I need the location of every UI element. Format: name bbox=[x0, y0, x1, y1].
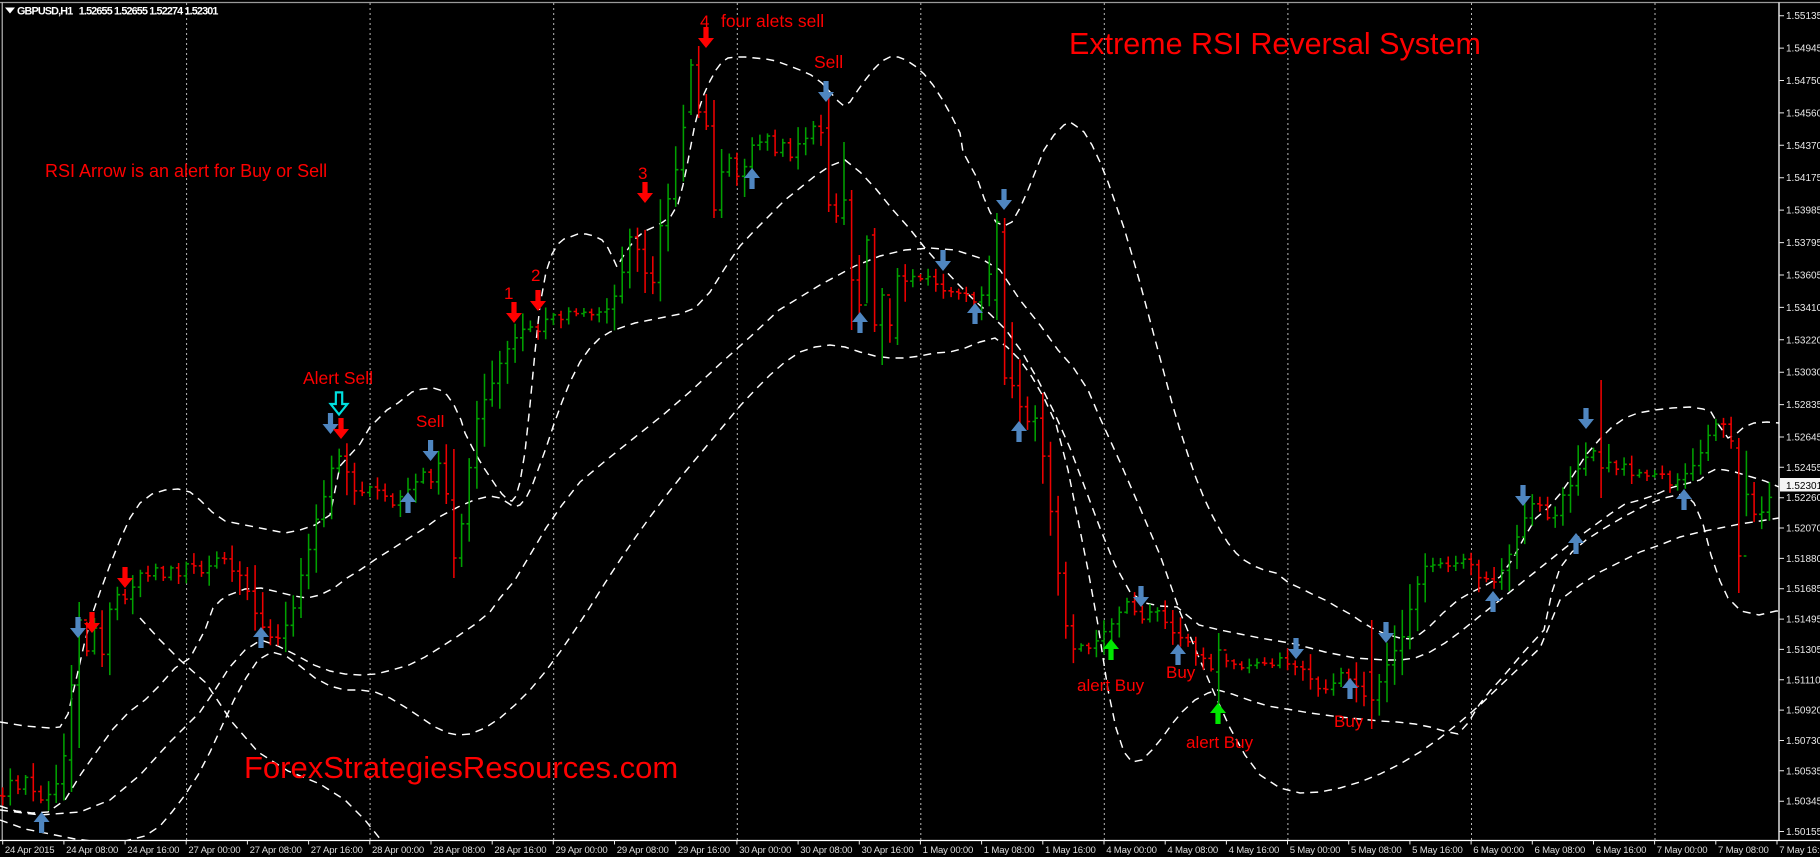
svg-text:1.52645: 1.52645 bbox=[1786, 433, 1820, 444]
svg-text:28 Apr 00:00: 28 Apr 00:00 bbox=[372, 845, 424, 856]
svg-text:3: 3 bbox=[638, 164, 647, 183]
svg-text:7 May 00:00: 7 May 00:00 bbox=[1657, 845, 1708, 856]
svg-text:Alert Sell: Alert Sell bbox=[303, 368, 373, 388]
svg-text:1.54750: 1.54750 bbox=[1786, 76, 1820, 87]
svg-text:5 May 00:00: 5 May 00:00 bbox=[1290, 845, 1341, 856]
svg-text:1.52835: 1.52835 bbox=[1786, 400, 1820, 411]
svg-text:4 May 08:00: 4 May 08:00 bbox=[1167, 845, 1218, 856]
svg-text:1.54175: 1.54175 bbox=[1786, 173, 1820, 184]
svg-text:1.53795: 1.53795 bbox=[1786, 238, 1820, 249]
svg-text:4: 4 bbox=[700, 12, 709, 31]
svg-text:1.52070: 1.52070 bbox=[1786, 524, 1820, 535]
svg-text:1 May 00:00: 1 May 00:00 bbox=[923, 845, 974, 856]
svg-text:30 Apr 00:00: 30 Apr 00:00 bbox=[739, 845, 791, 856]
svg-text:1.50345: 1.50345 bbox=[1786, 797, 1820, 808]
svg-text:28 Apr 08:00: 28 Apr 08:00 bbox=[433, 845, 485, 856]
svg-text:29 Apr 00:00: 29 Apr 00:00 bbox=[556, 845, 608, 856]
svg-text:5 May 16:00: 5 May 16:00 bbox=[1412, 845, 1463, 856]
svg-text:6 May 00:00: 6 May 00:00 bbox=[1473, 845, 1524, 856]
svg-text:1.54945: 1.54945 bbox=[1786, 44, 1820, 55]
svg-text:1.51495: 1.51495 bbox=[1786, 615, 1820, 626]
svg-text:27 Apr 08:00: 27 Apr 08:00 bbox=[250, 845, 302, 856]
svg-text:1.51880: 1.51880 bbox=[1786, 554, 1820, 565]
svg-text:1.51305: 1.51305 bbox=[1786, 645, 1820, 656]
svg-text:30 Apr 16:00: 30 Apr 16:00 bbox=[862, 845, 914, 856]
svg-text:24 Apr 16:00: 24 Apr 16:00 bbox=[127, 845, 179, 856]
svg-text:1.52301: 1.52301 bbox=[1786, 481, 1820, 492]
svg-text:2: 2 bbox=[531, 266, 540, 285]
svg-text:four alets sell: four alets sell bbox=[721, 11, 824, 31]
svg-text:alert Buy: alert Buy bbox=[1077, 676, 1145, 695]
svg-text:Extreme RSI Reversal System: Extreme RSI Reversal System bbox=[1069, 27, 1481, 61]
svg-text:1.52455: 1.52455 bbox=[1786, 463, 1820, 474]
svg-text:1.50155: 1.50155 bbox=[1786, 827, 1820, 838]
svg-text:1.50535: 1.50535 bbox=[1786, 766, 1820, 777]
svg-text:4 May 16:00: 4 May 16:00 bbox=[1229, 845, 1280, 856]
svg-text:27 Apr 16:00: 27 Apr 16:00 bbox=[311, 845, 363, 856]
svg-text:1.53605: 1.53605 bbox=[1786, 271, 1820, 282]
svg-text:GBPUSD,H1 1.52655 1.52655 1.: GBPUSD,H1 1.52655 1.52655 1.52274 1.5230… bbox=[17, 6, 218, 18]
svg-text:4 May 00:00: 4 May 00:00 bbox=[1106, 845, 1157, 856]
svg-text:29 Apr 16:00: 29 Apr 16:00 bbox=[678, 845, 730, 856]
svg-text:1.53985: 1.53985 bbox=[1786, 206, 1820, 217]
svg-text:29 Apr 08:00: 29 Apr 08:00 bbox=[617, 845, 669, 856]
svg-text:1.54560: 1.54560 bbox=[1786, 108, 1820, 119]
svg-text:1.51685: 1.51685 bbox=[1786, 584, 1820, 595]
svg-text:1.53030: 1.53030 bbox=[1786, 368, 1820, 379]
svg-text:27 Apr 00:00: 27 Apr 00:00 bbox=[188, 845, 240, 856]
svg-text:ForexStrategiesResources.com: ForexStrategiesResources.com bbox=[244, 750, 678, 785]
svg-text:6 May 08:00: 6 May 08:00 bbox=[1535, 845, 1586, 856]
svg-text:7 May 08:00: 7 May 08:00 bbox=[1718, 845, 1769, 856]
svg-text:5 May 08:00: 5 May 08:00 bbox=[1351, 845, 1402, 856]
svg-text:1: 1 bbox=[504, 284, 513, 303]
svg-text:Sell: Sell bbox=[814, 52, 843, 72]
svg-text:1.52260: 1.52260 bbox=[1786, 493, 1820, 504]
svg-text:24 Apr 08:00: 24 Apr 08:00 bbox=[66, 845, 118, 856]
svg-text:1.53220: 1.53220 bbox=[1786, 335, 1820, 346]
svg-text:1 May 16:00: 1 May 16:00 bbox=[1045, 845, 1096, 856]
svg-text:1 May 08:00: 1 May 08:00 bbox=[984, 845, 1035, 856]
svg-text:28 Apr 16:00: 28 Apr 16:00 bbox=[494, 845, 546, 856]
svg-text:Buy: Buy bbox=[1166, 663, 1196, 682]
svg-text:6 May 16:00: 6 May 16:00 bbox=[1596, 845, 1647, 856]
svg-text:1.53410: 1.53410 bbox=[1786, 303, 1820, 314]
svg-text:1.50920: 1.50920 bbox=[1786, 706, 1820, 717]
svg-text:1.50730: 1.50730 bbox=[1786, 736, 1820, 747]
svg-text:24 Apr 2015: 24 Apr 2015 bbox=[5, 845, 55, 856]
svg-text:7 May 16:00: 7 May 16:00 bbox=[1779, 845, 1820, 856]
svg-text:30 Apr 08:00: 30 Apr 08:00 bbox=[800, 845, 852, 856]
svg-text:Buy: Buy bbox=[1334, 712, 1364, 731]
svg-text:alert Buy: alert Buy bbox=[1186, 733, 1254, 752]
svg-text:RSI Arrow is an alert for Buy: RSI Arrow is an alert for Buy or Sell bbox=[45, 161, 327, 181]
svg-text:Sell: Sell bbox=[416, 412, 444, 431]
svg-text:1.55135: 1.55135 bbox=[1786, 11, 1820, 22]
svg-text:1.54370: 1.54370 bbox=[1786, 141, 1820, 152]
svg-text:1.51110: 1.51110 bbox=[1786, 675, 1820, 686]
